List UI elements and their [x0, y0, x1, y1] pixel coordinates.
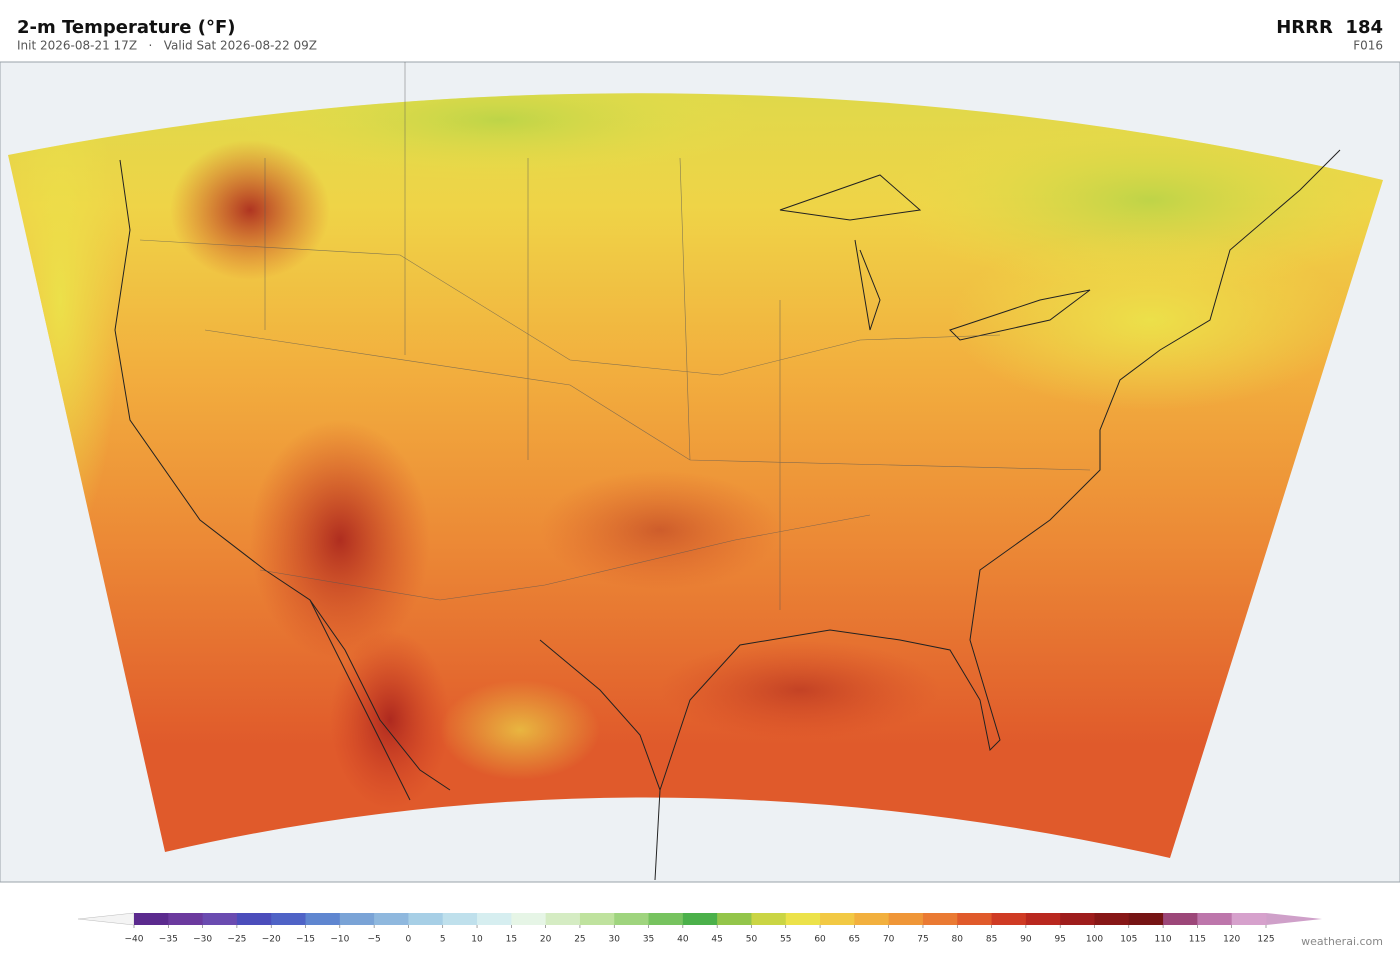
colorbar-tick-label: 10	[471, 935, 483, 945]
colorbar-bin	[579, 913, 615, 925]
colorbar-tick-label: 120	[1223, 935, 1240, 945]
colorbar-bin	[717, 913, 752, 925]
colorbar-bin	[682, 913, 718, 925]
colorbar-tick-label: 15	[506, 935, 517, 945]
colorbar-bin	[1163, 913, 1198, 925]
colorbar-bin	[820, 913, 855, 925]
colorbar-tick-label: 75	[917, 935, 928, 945]
colorbar-bin	[785, 913, 821, 925]
colorbar-bin	[991, 913, 1027, 925]
colorbar-bin	[854, 913, 890, 925]
colorbar-tick-label: 80	[952, 935, 964, 945]
colorbar-tick-label: 45	[711, 935, 722, 945]
colorbar-bin	[305, 913, 341, 925]
colorbar-bin	[339, 913, 375, 925]
colorbar-bin	[751, 913, 787, 925]
colorbar-bin	[1197, 913, 1233, 925]
colorbar-tick-label: 110	[1154, 935, 1171, 945]
colorbar-tick-label: 70	[883, 935, 895, 945]
colorbar-tick-label: 40	[677, 935, 689, 945]
subtitle: Init 2026-08-21 17Z · Valid Sat 2026-08-…	[17, 39, 317, 53]
colorbar-tick-label: 25	[574, 935, 585, 945]
colorbar-tick-label: 55	[780, 935, 791, 945]
colorbar-bin	[1025, 913, 1061, 925]
colorbar-tick-label: 95	[1054, 935, 1065, 945]
colorbar-bin	[271, 913, 307, 925]
colorbar-tick-label: −10	[330, 935, 349, 945]
credit: weatherai.com	[1301, 935, 1383, 948]
coastlines	[114, 149, 1341, 881]
colorbar-bin	[1231, 913, 1267, 925]
colorbar-tick-label: 105	[1120, 935, 1137, 945]
colorbar-tick-label: −30	[193, 935, 212, 945]
colorbar-tick-label: −25	[227, 935, 246, 945]
colorbar-tick-label: 115	[1189, 935, 1206, 945]
colorbar-bin	[1128, 913, 1164, 925]
colorbar-tick-label: 0	[406, 935, 412, 945]
temperature-field	[8, 93, 1383, 858]
state-borders	[139, 62, 1091, 610]
colorbar-tick-label: −20	[262, 935, 281, 945]
colorbar-bin	[888, 913, 924, 925]
colorbar-over	[1266, 913, 1322, 925]
colorbar-bin	[236, 913, 272, 925]
colorbar-tick-label: −15	[296, 935, 315, 945]
colorbar-tick-label: 125	[1257, 935, 1274, 945]
colorbar-bin	[922, 913, 958, 925]
colorbar-under	[77, 912, 135, 926]
colorbar-tick-label: 90	[1020, 935, 1032, 945]
colorbar-bin	[1094, 913, 1130, 925]
colorbar-tick-label: 20	[540, 935, 552, 945]
colorbar-tick-label: 30	[609, 935, 621, 945]
model: HRRR 184	[1276, 17, 1383, 38]
colorbar-tick-label: 85	[986, 935, 997, 945]
colorbar-bin	[168, 913, 204, 925]
colorbar-bin	[545, 913, 581, 925]
colorbar-tick-label: 5	[440, 935, 446, 945]
forecast-hour: F016	[1353, 39, 1383, 53]
colorbar-bin	[1060, 913, 1095, 925]
colorbar-tick-label: −40	[125, 935, 144, 945]
title: 2-m Temperature (°F)	[17, 17, 236, 38]
colorbar-tick-label: 50	[746, 935, 758, 945]
colorbar-tick-label: −5	[367, 935, 380, 945]
colorbar-bin	[477, 913, 512, 925]
colorbar-tick-label: 65	[849, 935, 860, 945]
colorbar-bin	[511, 913, 547, 925]
colorbar-bin	[408, 913, 444, 925]
colorbar-bin	[957, 913, 993, 925]
colorbar-tick-label: 100	[1086, 935, 1103, 945]
colorbar-tick-label: 60	[814, 935, 826, 945]
colorbar-tick-label: 35	[643, 935, 654, 945]
colorbar-bin	[614, 913, 650, 925]
colorbar-bin	[374, 913, 409, 925]
colorbar: −40 −35 −30 −25 −20 −15 −10 −5 0 5 10 15 20 25 30 35 40 4…	[77, 912, 1322, 945]
colorbar-bin	[202, 913, 238, 925]
colorbar-tick-label: −35	[159, 935, 178, 945]
colorbar-bin	[442, 913, 478, 925]
colorbar-bin	[134, 913, 169, 925]
colorbar-bin	[648, 913, 684, 925]
